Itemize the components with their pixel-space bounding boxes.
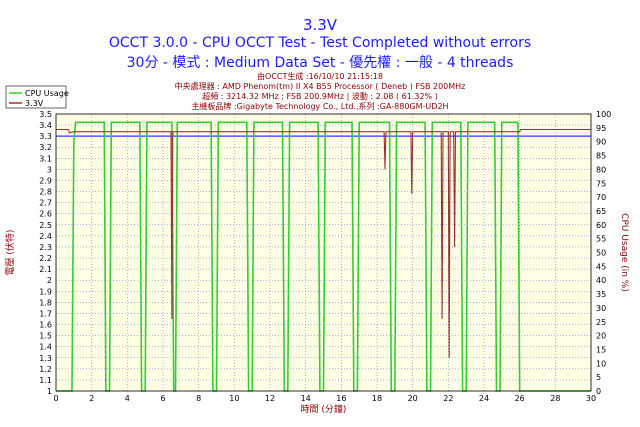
y-left-tick-label: 2.2 <box>39 254 52 263</box>
legend-label-cpu-usage: CPU Usage <box>25 89 69 98</box>
y-left-tick-label: 1.6 <box>39 321 52 330</box>
y-right-tick-label: 95 <box>596 124 606 133</box>
x-tick-label: 30 <box>586 394 596 403</box>
y-right-tick-label: 90 <box>596 138 606 147</box>
y-left-tick-label: 1.1 <box>39 376 52 385</box>
x-tick-label: 24 <box>479 394 489 403</box>
y-left-tick-label: 2.5 <box>39 221 52 230</box>
chart-subtitle-test: OCCT 3.0.0 - CPU OCCT Test - Test Comple… <box>108 35 532 51</box>
y-right-tick-label: 55 <box>596 235 606 244</box>
y-right-tick-label: 0 <box>596 387 601 396</box>
x-tick-label: 14 <box>301 394 311 403</box>
y-left-tick-label: 3.1 <box>39 154 52 163</box>
x-tick-label: 16 <box>336 394 346 403</box>
chart-subtitle-mode: 30分 - 模式 : Medium Data Set - 優先權 : 一般 - … <box>126 55 514 71</box>
legend-label-3-3v: 3.3V <box>25 99 44 108</box>
y-left-tick-label: 3 <box>47 165 52 174</box>
y-left-tick-label: 1.9 <box>39 287 52 296</box>
y-axis-left-label: 電壓 (伏特) <box>4 230 16 276</box>
y-right-tick-label: 10 <box>596 359 606 368</box>
x-tick-label: 12 <box>265 394 275 403</box>
y-left-tick-label: 1.4 <box>39 343 52 352</box>
plot-frame <box>55 113 592 392</box>
y-right-tick-label: 65 <box>596 207 606 216</box>
x-tick-label: 10 <box>229 394 239 403</box>
legend: CPU Usage 3.3V <box>5 85 69 109</box>
y-left-tick-label: 2.6 <box>39 210 52 219</box>
x-tick-label: 0 <box>53 394 58 403</box>
y-right-tick-label: 100 <box>596 110 611 119</box>
y-left-tick-label: 2.8 <box>39 188 52 197</box>
y-left-tick-label: 3.4 <box>39 121 52 130</box>
x-tick-label: 26 <box>515 394 525 403</box>
y-left-tick-label: 1.2 <box>39 365 52 374</box>
y-axis-right-label: CPU Usage (in %) <box>619 213 629 292</box>
chart-title: 3.3V <box>302 16 338 34</box>
info-motherboard: 主機板品牌 :Gigabyte Technology Co., Ltd.,系列 … <box>191 102 449 111</box>
info-generated: 由OCCT生成 :16/10/10 21:15:18 <box>257 72 383 81</box>
y-left-tick-label: 2.7 <box>39 199 52 208</box>
y-left-tick-label: 1 <box>47 387 52 396</box>
x-tick-label: 4 <box>125 394 130 403</box>
x-tick-label: 2 <box>89 394 94 403</box>
y-right-tick-label: 25 <box>596 318 606 327</box>
y-right-tick-label: 30 <box>596 304 606 313</box>
info-cpu: 中央處理器 : AMD Phenom(tm) II X4 B55 Process… <box>174 82 466 91</box>
x-tick-label: 8 <box>196 394 201 403</box>
y-left-tick-label: 3.5 <box>39 110 52 119</box>
y-right-tick-label: 35 <box>596 290 606 299</box>
tick-labels: 1 1.1 1.2 1.3 1.4 1.5 1.6 1.7 1.8 1.9 2 2.1 2.2 2.3 2.… <box>39 110 611 403</box>
series-line-3-3v <box>56 128 591 358</box>
y-right-tick-label: 15 <box>596 345 606 354</box>
y-left-tick-label: 1.3 <box>39 354 52 363</box>
y-right-tick-label: 5 <box>596 373 601 382</box>
y-left-tick-label: 2.9 <box>39 176 52 185</box>
y-right-tick-label: 50 <box>596 249 606 258</box>
x-tick-label: 18 <box>372 394 382 403</box>
x-tick-label: 28 <box>550 394 560 403</box>
y-left-tick-label: 2.3 <box>39 243 52 252</box>
y-left-tick-label: 1.7 <box>39 309 52 318</box>
y-right-tick-label: 20 <box>596 332 606 341</box>
y-right-tick-label: 45 <box>596 262 606 271</box>
x-tick-label: 20 <box>408 394 418 403</box>
x-tick-label: 6 <box>160 394 165 403</box>
y-left-tick-label: 3.3 <box>39 132 52 141</box>
info-overclock: 超頻 : 3214.32 MHz ; FSB 200.9MHz | 波動 : 2… <box>202 92 438 101</box>
y-left-tick-label: 2.1 <box>39 265 52 274</box>
y-right-tick-label: 40 <box>596 276 606 285</box>
y-right-tick-label: 75 <box>596 179 606 188</box>
y-right-tick-label: 60 <box>596 221 606 230</box>
x-tick-label: 22 <box>443 394 453 403</box>
y-left-tick-label: 1.5 <box>39 332 52 341</box>
y-left-tick-label: 2.4 <box>39 232 52 241</box>
y-left-tick-label: 2 <box>47 276 52 285</box>
axes <box>55 113 592 392</box>
y-right-tick-label: 80 <box>596 165 606 174</box>
y-left-tick-label: 3.2 <box>39 143 52 152</box>
y-right-tick-label: 85 <box>596 152 606 161</box>
y-right-tick-label: 70 <box>596 193 606 202</box>
x-axis-label: 時間 (分鐘) <box>301 403 347 415</box>
y-left-tick-label: 1.8 <box>39 298 52 307</box>
